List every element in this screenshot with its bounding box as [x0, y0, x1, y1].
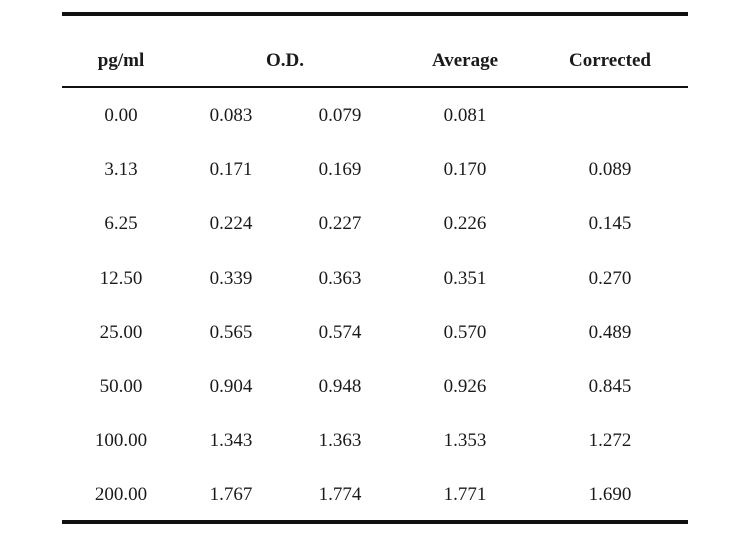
- table-row: 50.00 0.904 0.948 0.926 0.845: [62, 376, 688, 406]
- cell-od-1: 0.565: [209, 321, 253, 343]
- cell-od-2: 0.169: [318, 159, 362, 181]
- cell-od-2: 1.774: [318, 484, 362, 506]
- cell-od-1: 0.224: [209, 213, 253, 235]
- cell-od-2: 0.948: [318, 376, 362, 397]
- cell-concentration: 25.00: [99, 321, 143, 343]
- cell-od-1: 0.339: [209, 267, 253, 289]
- table-header-rule: [62, 86, 688, 88]
- cell-concentration: 200.00: [94, 484, 148, 506]
- cell-average: 0.351: [443, 267, 487, 289]
- cell-od-2: 0.363: [318, 267, 362, 289]
- table-body: 0.00 0.083 0.079 0.081 3.13 0.171 0.169 0.170 0.…: [62, 88, 688, 520]
- cell-od-1: 0.904: [209, 376, 253, 397]
- table-row: 3.13 0.171 0.169 0.170 0.089: [62, 159, 688, 189]
- header-average: Average: [431, 50, 499, 71]
- cell-concentration: 50.00: [99, 376, 143, 397]
- table-header-row: pg/ml O.D. Average Corrected: [62, 16, 688, 86]
- cell-od-1: 1.343: [209, 430, 253, 452]
- table-row: 12.50 0.339 0.363 0.351 0.270: [62, 268, 688, 298]
- cell-average: 0.926: [443, 376, 487, 397]
- cell-average: 1.353: [443, 430, 487, 452]
- cell-corrected: 1.272: [588, 430, 632, 452]
- cell-corrected: 1.690: [588, 484, 632, 506]
- header-od: O.D.: [266, 50, 304, 71]
- cell-concentration: 100.00: [94, 430, 148, 452]
- cell-od-1: 0.083: [209, 105, 253, 126]
- cell-concentration: 6.25: [104, 213, 138, 235]
- cell-od-1: 0.171: [209, 159, 253, 181]
- cell-corrected: 0.845: [588, 376, 632, 397]
- cell-corrected: 0.270: [588, 267, 632, 289]
- cell-od-2: 0.574: [318, 321, 362, 343]
- cell-average: 0.570: [443, 321, 487, 343]
- table-row: 6.25 0.224 0.227 0.226 0.145: [62, 213, 688, 243]
- standard-curve-table: pg/ml O.D. Average Corrected 0.00 0.083 0.…: [62, 12, 688, 524]
- table-row: 100.00 1.343 1.363 1.353 1.272: [62, 430, 688, 460]
- cell-average: 1.771: [443, 484, 487, 506]
- cell-od-1: 1.767: [209, 484, 253, 506]
- table-row: 200.00 1.767 1.774 1.771 1.690: [62, 484, 688, 514]
- cell-od-2: 0.079: [318, 105, 362, 126]
- cell-concentration: 12.50: [99, 267, 143, 289]
- cell-corrected: 0.489: [588, 321, 632, 343]
- cell-concentration: 3.13: [104, 159, 138, 181]
- header-concentration: pg/ml: [97, 50, 145, 71]
- table-bottom-rule: [62, 520, 688, 524]
- cell-average: 0.081: [443, 105, 487, 126]
- cell-concentration: 0.00: [104, 105, 138, 126]
- cell-od-2: 0.227: [318, 213, 362, 235]
- table-row: 25.00 0.565 0.574 0.570 0.489: [62, 322, 688, 352]
- cell-average: 0.226: [443, 213, 487, 235]
- cell-od-2: 1.363: [318, 430, 362, 452]
- cell-average: 0.170: [443, 159, 487, 181]
- table-row: 0.00 0.083 0.079 0.081: [62, 105, 688, 135]
- cell-corrected: 0.089: [588, 159, 632, 181]
- table-top-rule: [62, 12, 688, 16]
- header-corrected: Corrected: [569, 50, 651, 71]
- cell-corrected: 0.145: [588, 213, 632, 235]
